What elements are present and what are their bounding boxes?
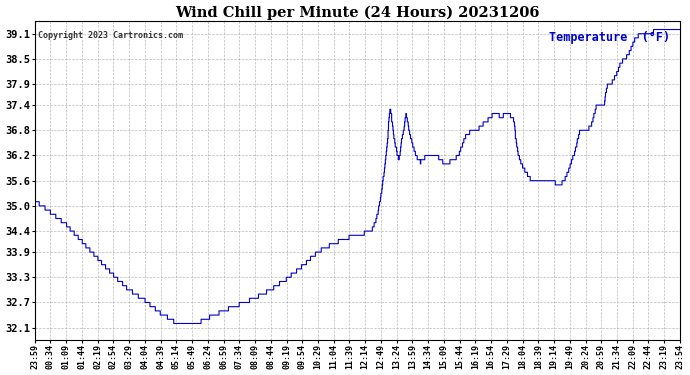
Title: Wind Chill per Minute (24 Hours) 20231206: Wind Chill per Minute (24 Hours) 2023120…: [175, 6, 540, 20]
Text: Temperature  (°F): Temperature (°F): [549, 31, 670, 44]
Text: Copyright 2023 Cartronics.com: Copyright 2023 Cartronics.com: [38, 31, 183, 40]
